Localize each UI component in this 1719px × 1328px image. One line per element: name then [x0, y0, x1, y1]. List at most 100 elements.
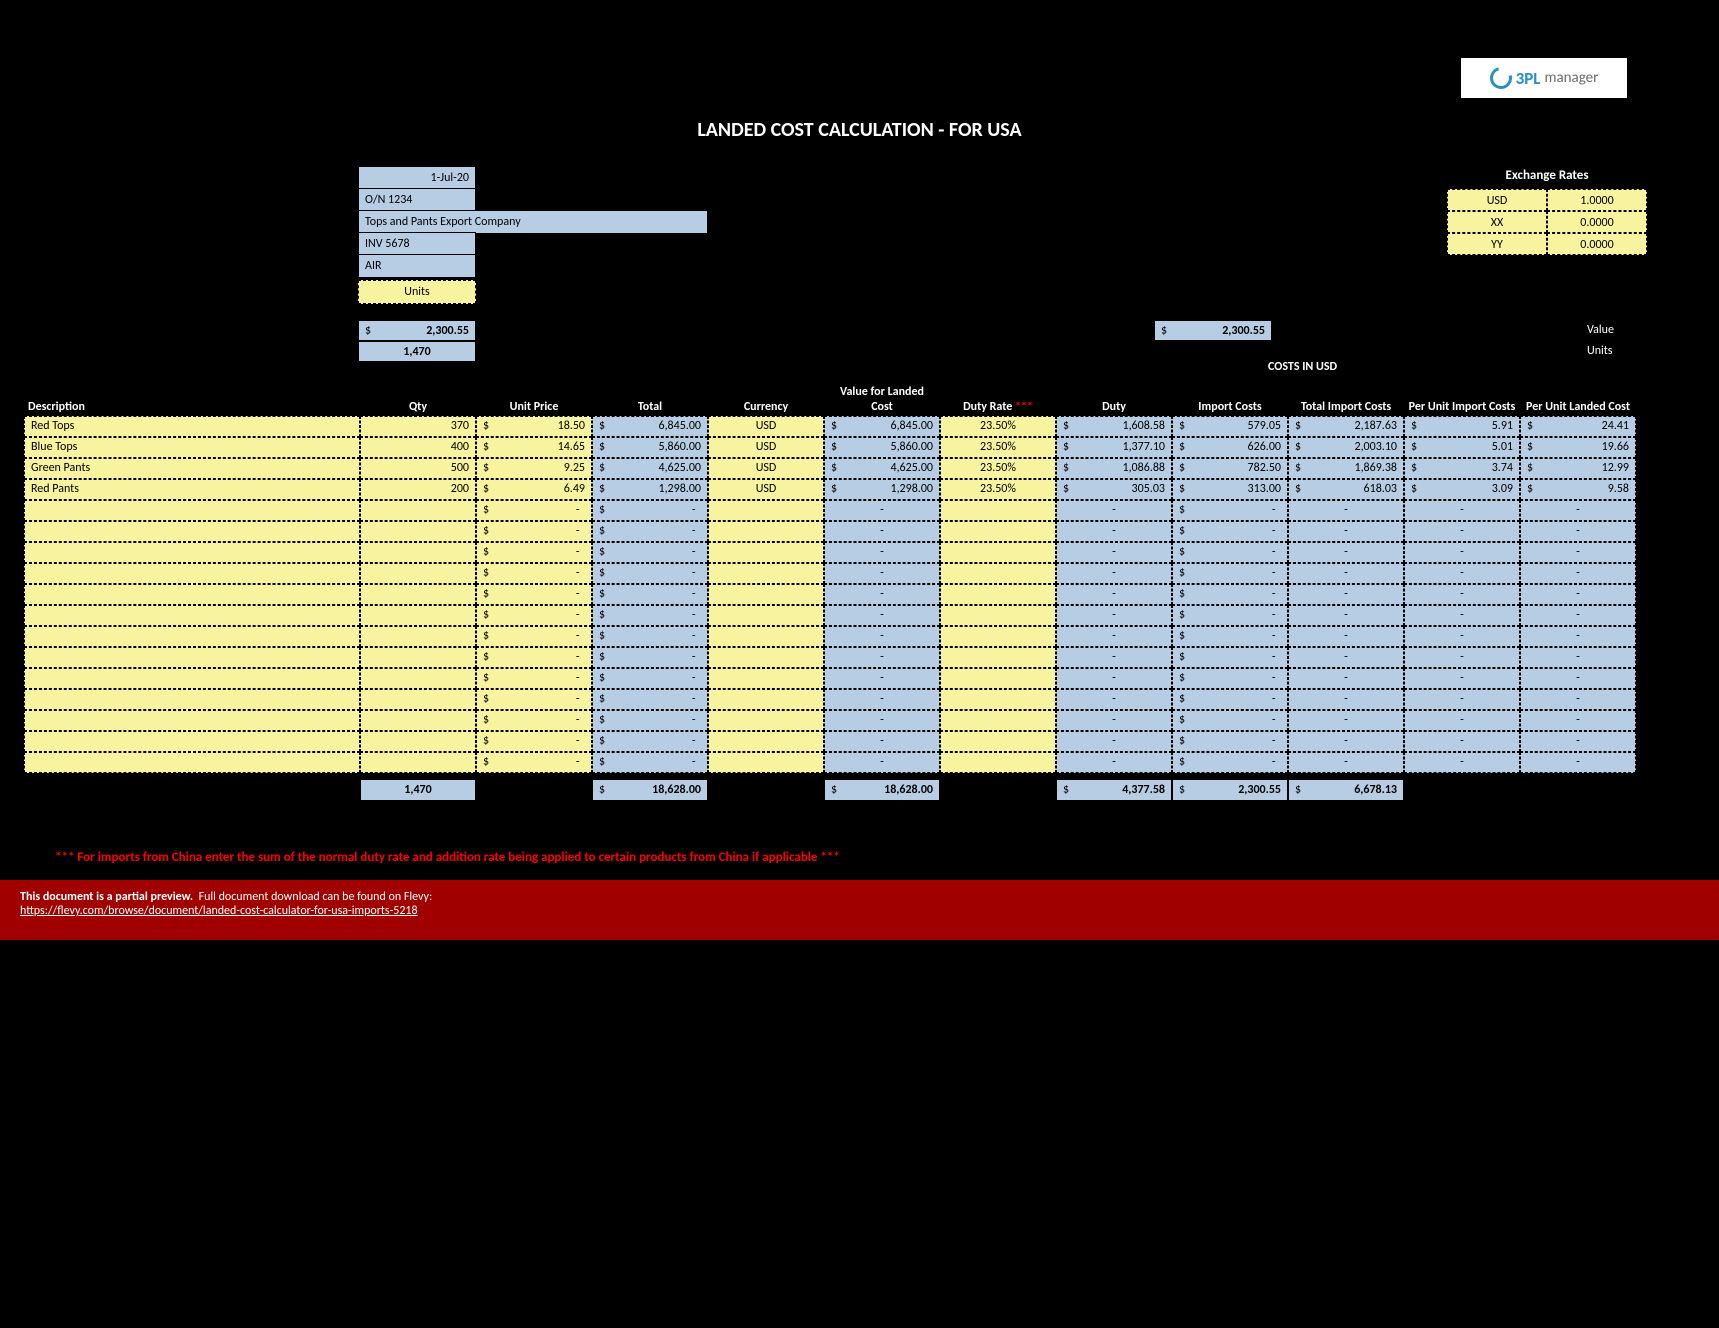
- cell-tic[interactable]: -: [1288, 521, 1404, 542]
- ex-rate[interactable]: 0.0000: [1547, 211, 1647, 233]
- cell-duty-rate[interactable]: [940, 563, 1056, 584]
- cell-qty[interactable]: 370: [360, 416, 476, 437]
- ex-rate[interactable]: 0.0000: [1547, 233, 1647, 255]
- cell-desc[interactable]: [24, 752, 360, 773]
- cell-duty[interactable]: -: [1056, 626, 1172, 647]
- cell-puic[interactable]: -: [1404, 542, 1520, 563]
- cell-total[interactable]: $-: [592, 710, 708, 731]
- cell-desc[interactable]: [24, 500, 360, 521]
- cell-pulc[interactable]: -: [1520, 647, 1636, 668]
- cell-currency[interactable]: USD: [708, 479, 824, 500]
- cell-currency[interactable]: [708, 563, 824, 584]
- cell-duty-rate[interactable]: [940, 626, 1056, 647]
- cell-puic[interactable]: -: [1404, 647, 1520, 668]
- cell-unit-price[interactable]: $-: [476, 584, 592, 605]
- cell-vlc[interactable]: -: [824, 710, 940, 731]
- cell-total[interactable]: $-: [592, 500, 708, 521]
- cell-unit-price[interactable]: $-: [476, 626, 592, 647]
- cell-vlc[interactable]: -: [824, 647, 940, 668]
- cell-puic[interactable]: -: [1404, 521, 1520, 542]
- cell-qty[interactable]: [360, 710, 476, 731]
- cell-duty[interactable]: -: [1056, 752, 1172, 773]
- cell-import-costs[interactable]: $626.00: [1172, 437, 1288, 458]
- cell-qty[interactable]: [360, 626, 476, 647]
- cell-tic[interactable]: -: [1288, 668, 1404, 689]
- cell-duty-rate[interactable]: [940, 542, 1056, 563]
- cell-qty[interactable]: [360, 647, 476, 668]
- cell-duty[interactable]: -: [1056, 689, 1172, 710]
- cell-pulc[interactable]: -: [1520, 710, 1636, 731]
- ex-code[interactable]: USD: [1447, 189, 1547, 211]
- cell-desc[interactable]: [24, 626, 360, 647]
- cell-tic[interactable]: $2,187.63: [1288, 416, 1404, 437]
- cell-total[interactable]: $-: [592, 605, 708, 626]
- cell-total[interactable]: $-: [592, 563, 708, 584]
- cell-desc[interactable]: Green Pants: [24, 458, 360, 479]
- cell-unit-price[interactable]: $-: [476, 668, 592, 689]
- cell-vlc[interactable]: -: [824, 668, 940, 689]
- cell-total[interactable]: $-: [592, 752, 708, 773]
- cell-vlc[interactable]: -: [824, 563, 940, 584]
- cell-pulc[interactable]: -: [1520, 731, 1636, 752]
- cell-duty-rate[interactable]: [940, 500, 1056, 521]
- cell-duty[interactable]: $1,608.58: [1056, 416, 1172, 437]
- cell-currency[interactable]: [708, 689, 824, 710]
- cell-tic[interactable]: -: [1288, 500, 1404, 521]
- cell-duty-rate[interactable]: 23.50%: [940, 437, 1056, 458]
- cell-currency[interactable]: [708, 731, 824, 752]
- cell-duty-rate[interactable]: [940, 752, 1056, 773]
- cell-duty[interactable]: -: [1056, 584, 1172, 605]
- cell-qty[interactable]: 400: [360, 437, 476, 458]
- cell-qty[interactable]: [360, 542, 476, 563]
- cell-puic[interactable]: -: [1404, 752, 1520, 773]
- cell-desc[interactable]: [24, 710, 360, 731]
- cell-unit-price[interactable]: $-: [476, 500, 592, 521]
- cell-desc[interactable]: [24, 668, 360, 689]
- cell-unit-price[interactable]: $-: [476, 647, 592, 668]
- banner-link[interactable]: https://flevy.com/browse/document/landed…: [20, 904, 418, 918]
- cell-pulc[interactable]: -: [1520, 500, 1636, 521]
- cell-duty-rate[interactable]: [940, 584, 1056, 605]
- cell-unit-price[interactable]: $-: [476, 710, 592, 731]
- cell-import-costs[interactable]: $579.05: [1172, 416, 1288, 437]
- cell-tic[interactable]: -: [1288, 647, 1404, 668]
- cell-duty-rate[interactable]: 23.50%: [940, 458, 1056, 479]
- cell-duty[interactable]: -: [1056, 563, 1172, 584]
- cell-total[interactable]: $-: [592, 668, 708, 689]
- cell-import-costs[interactable]: $-: [1172, 626, 1288, 647]
- cell-duty[interactable]: -: [1056, 521, 1172, 542]
- cell-vlc[interactable]: -: [824, 605, 940, 626]
- cell-tic[interactable]: -: [1288, 710, 1404, 731]
- cell-puic[interactable]: -: [1404, 563, 1520, 584]
- cell-qty[interactable]: 500: [360, 458, 476, 479]
- cell-desc[interactable]: [24, 647, 360, 668]
- cell-pulc[interactable]: -: [1520, 584, 1636, 605]
- cell-vlc[interactable]: -: [824, 542, 940, 563]
- cell-tic[interactable]: $1,869.38: [1288, 458, 1404, 479]
- cell-qty[interactable]: [360, 731, 476, 752]
- cell-duty[interactable]: -: [1056, 500, 1172, 521]
- cell-duty[interactable]: $305.03: [1056, 479, 1172, 500]
- cell-duty-rate[interactable]: [940, 668, 1056, 689]
- cell-currency[interactable]: [708, 605, 824, 626]
- cell-duty[interactable]: -: [1056, 731, 1172, 752]
- cell-import-costs[interactable]: $-: [1172, 689, 1288, 710]
- cell-duty[interactable]: -: [1056, 668, 1172, 689]
- cell-import-costs[interactable]: $-: [1172, 521, 1288, 542]
- cell-qty[interactable]: [360, 605, 476, 626]
- cell-duty-rate[interactable]: 23.50%: [940, 416, 1056, 437]
- cell-tic[interactable]: -: [1288, 584, 1404, 605]
- cell-puic[interactable]: -: [1404, 731, 1520, 752]
- cell-duty-rate[interactable]: [940, 605, 1056, 626]
- cell-tic[interactable]: -: [1288, 752, 1404, 773]
- cell-currency[interactable]: [708, 647, 824, 668]
- cell-qty[interactable]: 200: [360, 479, 476, 500]
- cell-duty[interactable]: $1,086.88: [1056, 458, 1172, 479]
- cell-tic[interactable]: -: [1288, 626, 1404, 647]
- cell-total[interactable]: $4,625.00: [592, 458, 708, 479]
- cell-puic[interactable]: -: [1404, 626, 1520, 647]
- cell-duty[interactable]: $1,377.10: [1056, 437, 1172, 458]
- cell-tic[interactable]: -: [1288, 542, 1404, 563]
- cell-tic[interactable]: -: [1288, 605, 1404, 626]
- cell-desc[interactable]: [24, 542, 360, 563]
